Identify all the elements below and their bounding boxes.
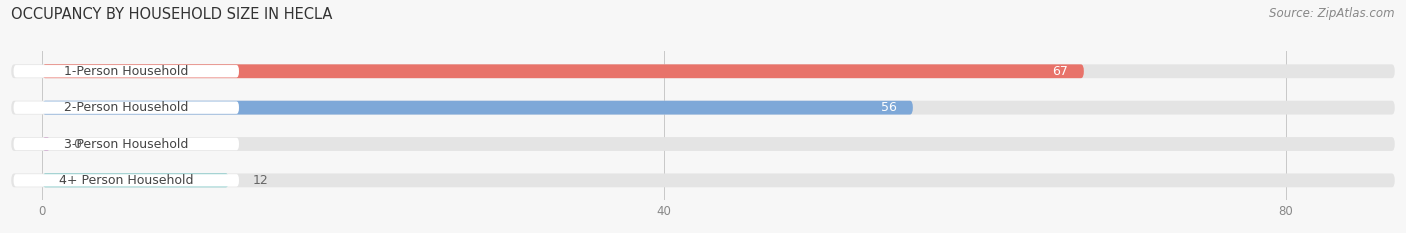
FancyBboxPatch shape	[14, 65, 239, 78]
Text: 2-Person Household: 2-Person Household	[65, 101, 188, 114]
FancyBboxPatch shape	[11, 64, 1395, 78]
Text: 3-Person Household: 3-Person Household	[65, 137, 188, 151]
FancyBboxPatch shape	[11, 101, 1395, 115]
Text: 1-Person Household: 1-Person Household	[65, 65, 188, 78]
FancyBboxPatch shape	[14, 101, 239, 114]
Text: 67: 67	[1053, 65, 1069, 78]
FancyBboxPatch shape	[42, 173, 229, 187]
FancyBboxPatch shape	[42, 137, 51, 151]
Text: OCCUPANCY BY HOUSEHOLD SIZE IN HECLA: OCCUPANCY BY HOUSEHOLD SIZE IN HECLA	[11, 7, 333, 22]
Text: 0: 0	[73, 137, 82, 151]
Text: 12: 12	[252, 174, 269, 187]
Text: 4+ Person Household: 4+ Person Household	[59, 174, 194, 187]
FancyBboxPatch shape	[14, 174, 239, 187]
FancyBboxPatch shape	[14, 138, 239, 150]
FancyBboxPatch shape	[11, 173, 1395, 187]
Text: 56: 56	[882, 101, 897, 114]
FancyBboxPatch shape	[42, 64, 1084, 78]
FancyBboxPatch shape	[42, 101, 912, 115]
Text: Source: ZipAtlas.com: Source: ZipAtlas.com	[1270, 7, 1395, 20]
FancyBboxPatch shape	[11, 137, 1395, 151]
